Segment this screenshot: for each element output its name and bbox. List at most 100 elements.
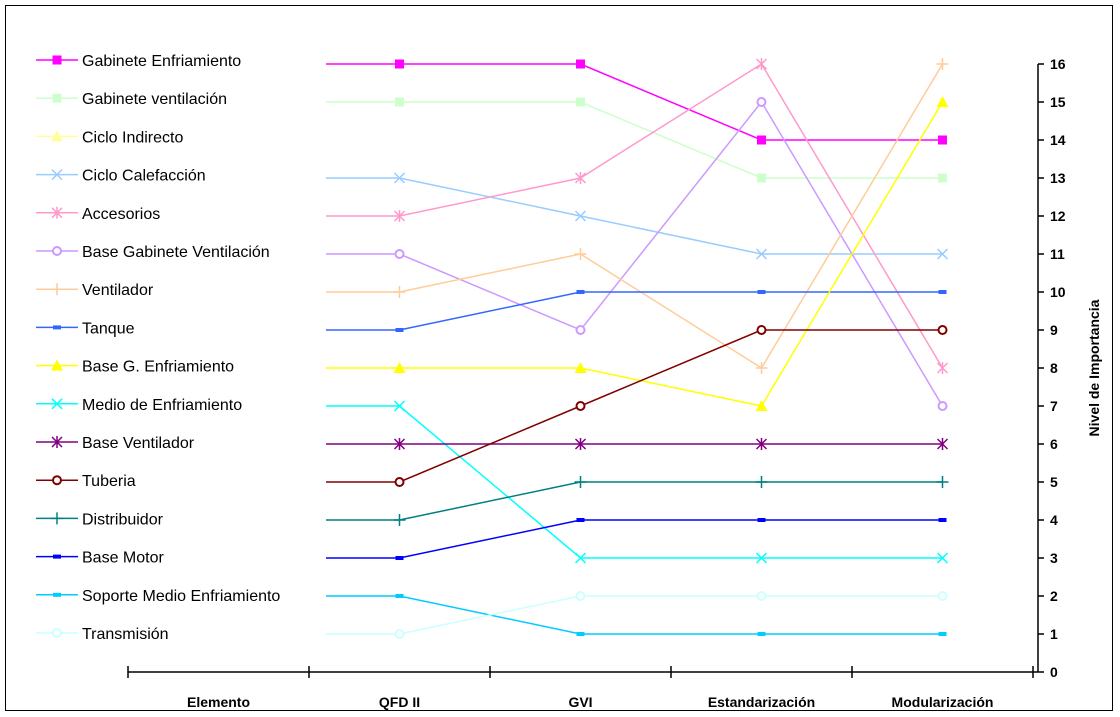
data-point <box>574 172 587 184</box>
legend: Gabinete Enfriamiento Gabinete ventilació… <box>36 53 280 643</box>
y-tick-label: 4 <box>1050 512 1058 528</box>
series-line <box>326 63 944 370</box>
y-tick-label: 2 <box>1050 588 1058 604</box>
data-point <box>938 632 947 636</box>
legend-item: Base Gabinete Ventilación <box>36 244 270 261</box>
series-line <box>326 329 943 483</box>
legend-item: Soporte Medio Enfriamiento <box>36 588 280 605</box>
legend-label: Base Ventilador <box>82 435 195 452</box>
data-point <box>395 556 404 560</box>
data-point <box>574 552 587 564</box>
series-6 <box>326 97 948 411</box>
data-point <box>576 518 585 522</box>
data-point <box>395 594 404 598</box>
series-4 <box>326 172 949 260</box>
x-tick-label: Elemento <box>187 694 250 710</box>
legend-label: Accesorios <box>82 206 160 223</box>
legend-marker <box>51 512 63 525</box>
legend-label: Base G. Enfriamiento <box>82 359 234 376</box>
y-tick-label: 14 <box>1050 132 1066 148</box>
y-tick-label: 13 <box>1050 170 1066 186</box>
legend-label: Base Gabinete Ventilación <box>82 244 270 261</box>
series-12 <box>326 325 948 487</box>
y-tick-label: 7 <box>1050 398 1058 414</box>
y-axis-label: Nivel de Importancia <box>1086 299 1102 436</box>
y-tick-label: 16 <box>1050 56 1066 72</box>
series-9 <box>326 96 949 411</box>
series-line <box>326 62 944 369</box>
series-16 <box>326 591 948 639</box>
series-1 <box>326 59 947 145</box>
data-point <box>755 248 768 260</box>
legend-label: Soporte Medio Enfriamiento <box>82 588 280 605</box>
legend-item: Base G. Enfriamiento <box>36 359 234 376</box>
data-point <box>394 249 405 259</box>
data-point <box>755 476 768 488</box>
legend-item: Gabinete Enfriamiento <box>36 53 241 70</box>
data-point <box>938 135 947 145</box>
x-tick-label: GVI <box>568 694 592 710</box>
series-2 <box>326 97 947 183</box>
data-point <box>393 514 406 526</box>
data-point <box>936 248 949 260</box>
data-point <box>757 173 766 183</box>
series-line <box>326 177 943 255</box>
data-point <box>937 401 948 411</box>
data-point <box>393 362 406 373</box>
y-tick-label: 5 <box>1050 474 1058 490</box>
data-point <box>755 362 768 374</box>
data-point <box>574 438 587 450</box>
data-point <box>757 135 766 145</box>
data-point <box>936 476 949 488</box>
legend-label: Gabinete ventilación <box>82 91 227 108</box>
data-point <box>393 172 406 184</box>
legend-label: Ciclo Calefacción <box>82 168 206 185</box>
data-point <box>575 401 586 411</box>
y-tick-label: 9 <box>1050 322 1058 338</box>
legend-label: Medio de Enfriamiento <box>82 397 242 414</box>
x-tick-label: Modularización <box>892 694 994 710</box>
series-10 <box>326 400 949 564</box>
data-point <box>757 290 766 294</box>
data-point <box>937 325 948 335</box>
data-point <box>936 362 949 374</box>
legend-marker <box>52 246 62 256</box>
series-11 <box>326 438 949 450</box>
legend-item: Tuberia <box>36 473 136 490</box>
data-point <box>576 97 585 107</box>
y-tick-label: 0 <box>1050 664 1058 680</box>
legend-item: Medio de Enfriamiento <box>36 397 242 414</box>
data-point <box>938 290 947 294</box>
series-line <box>326 595 943 635</box>
data-point <box>755 552 768 564</box>
legend-item: Gabinete ventilación <box>36 91 227 108</box>
y-tick-label: 15 <box>1050 94 1066 110</box>
legend-label: Base Motor <box>82 550 164 567</box>
legend-marker <box>52 475 62 486</box>
data-point <box>576 59 585 69</box>
data-point <box>575 591 586 601</box>
data-point <box>938 173 947 183</box>
legend-label: Ciclo Indirecto <box>82 129 183 146</box>
legend-marker <box>51 359 63 371</box>
legend-item: Base Ventilador <box>36 435 195 452</box>
series-7 <box>326 58 949 374</box>
legend-item: Ciclo Indirecto <box>36 129 183 146</box>
legend-marker <box>51 398 63 410</box>
data-point <box>937 591 948 601</box>
legend-item: Base Motor <box>36 550 164 567</box>
data-point <box>576 632 585 636</box>
y-tick-label: 11 <box>1050 246 1065 262</box>
series-15 <box>326 594 947 636</box>
legend-label: Transmisión <box>82 626 169 643</box>
data-point <box>394 477 405 487</box>
legend-marker <box>51 169 63 181</box>
data-point <box>757 632 766 636</box>
legend-marker <box>53 592 61 597</box>
data-point <box>755 438 768 450</box>
data-point <box>394 629 405 639</box>
data-point <box>574 210 587 222</box>
axes: Elemento QFD II GVI Estandarización Modulari… <box>127 56 1066 710</box>
chart-frame: Elemento QFD II GVI Estandarización Modulari… <box>5 5 1113 711</box>
data-point <box>756 591 767 601</box>
